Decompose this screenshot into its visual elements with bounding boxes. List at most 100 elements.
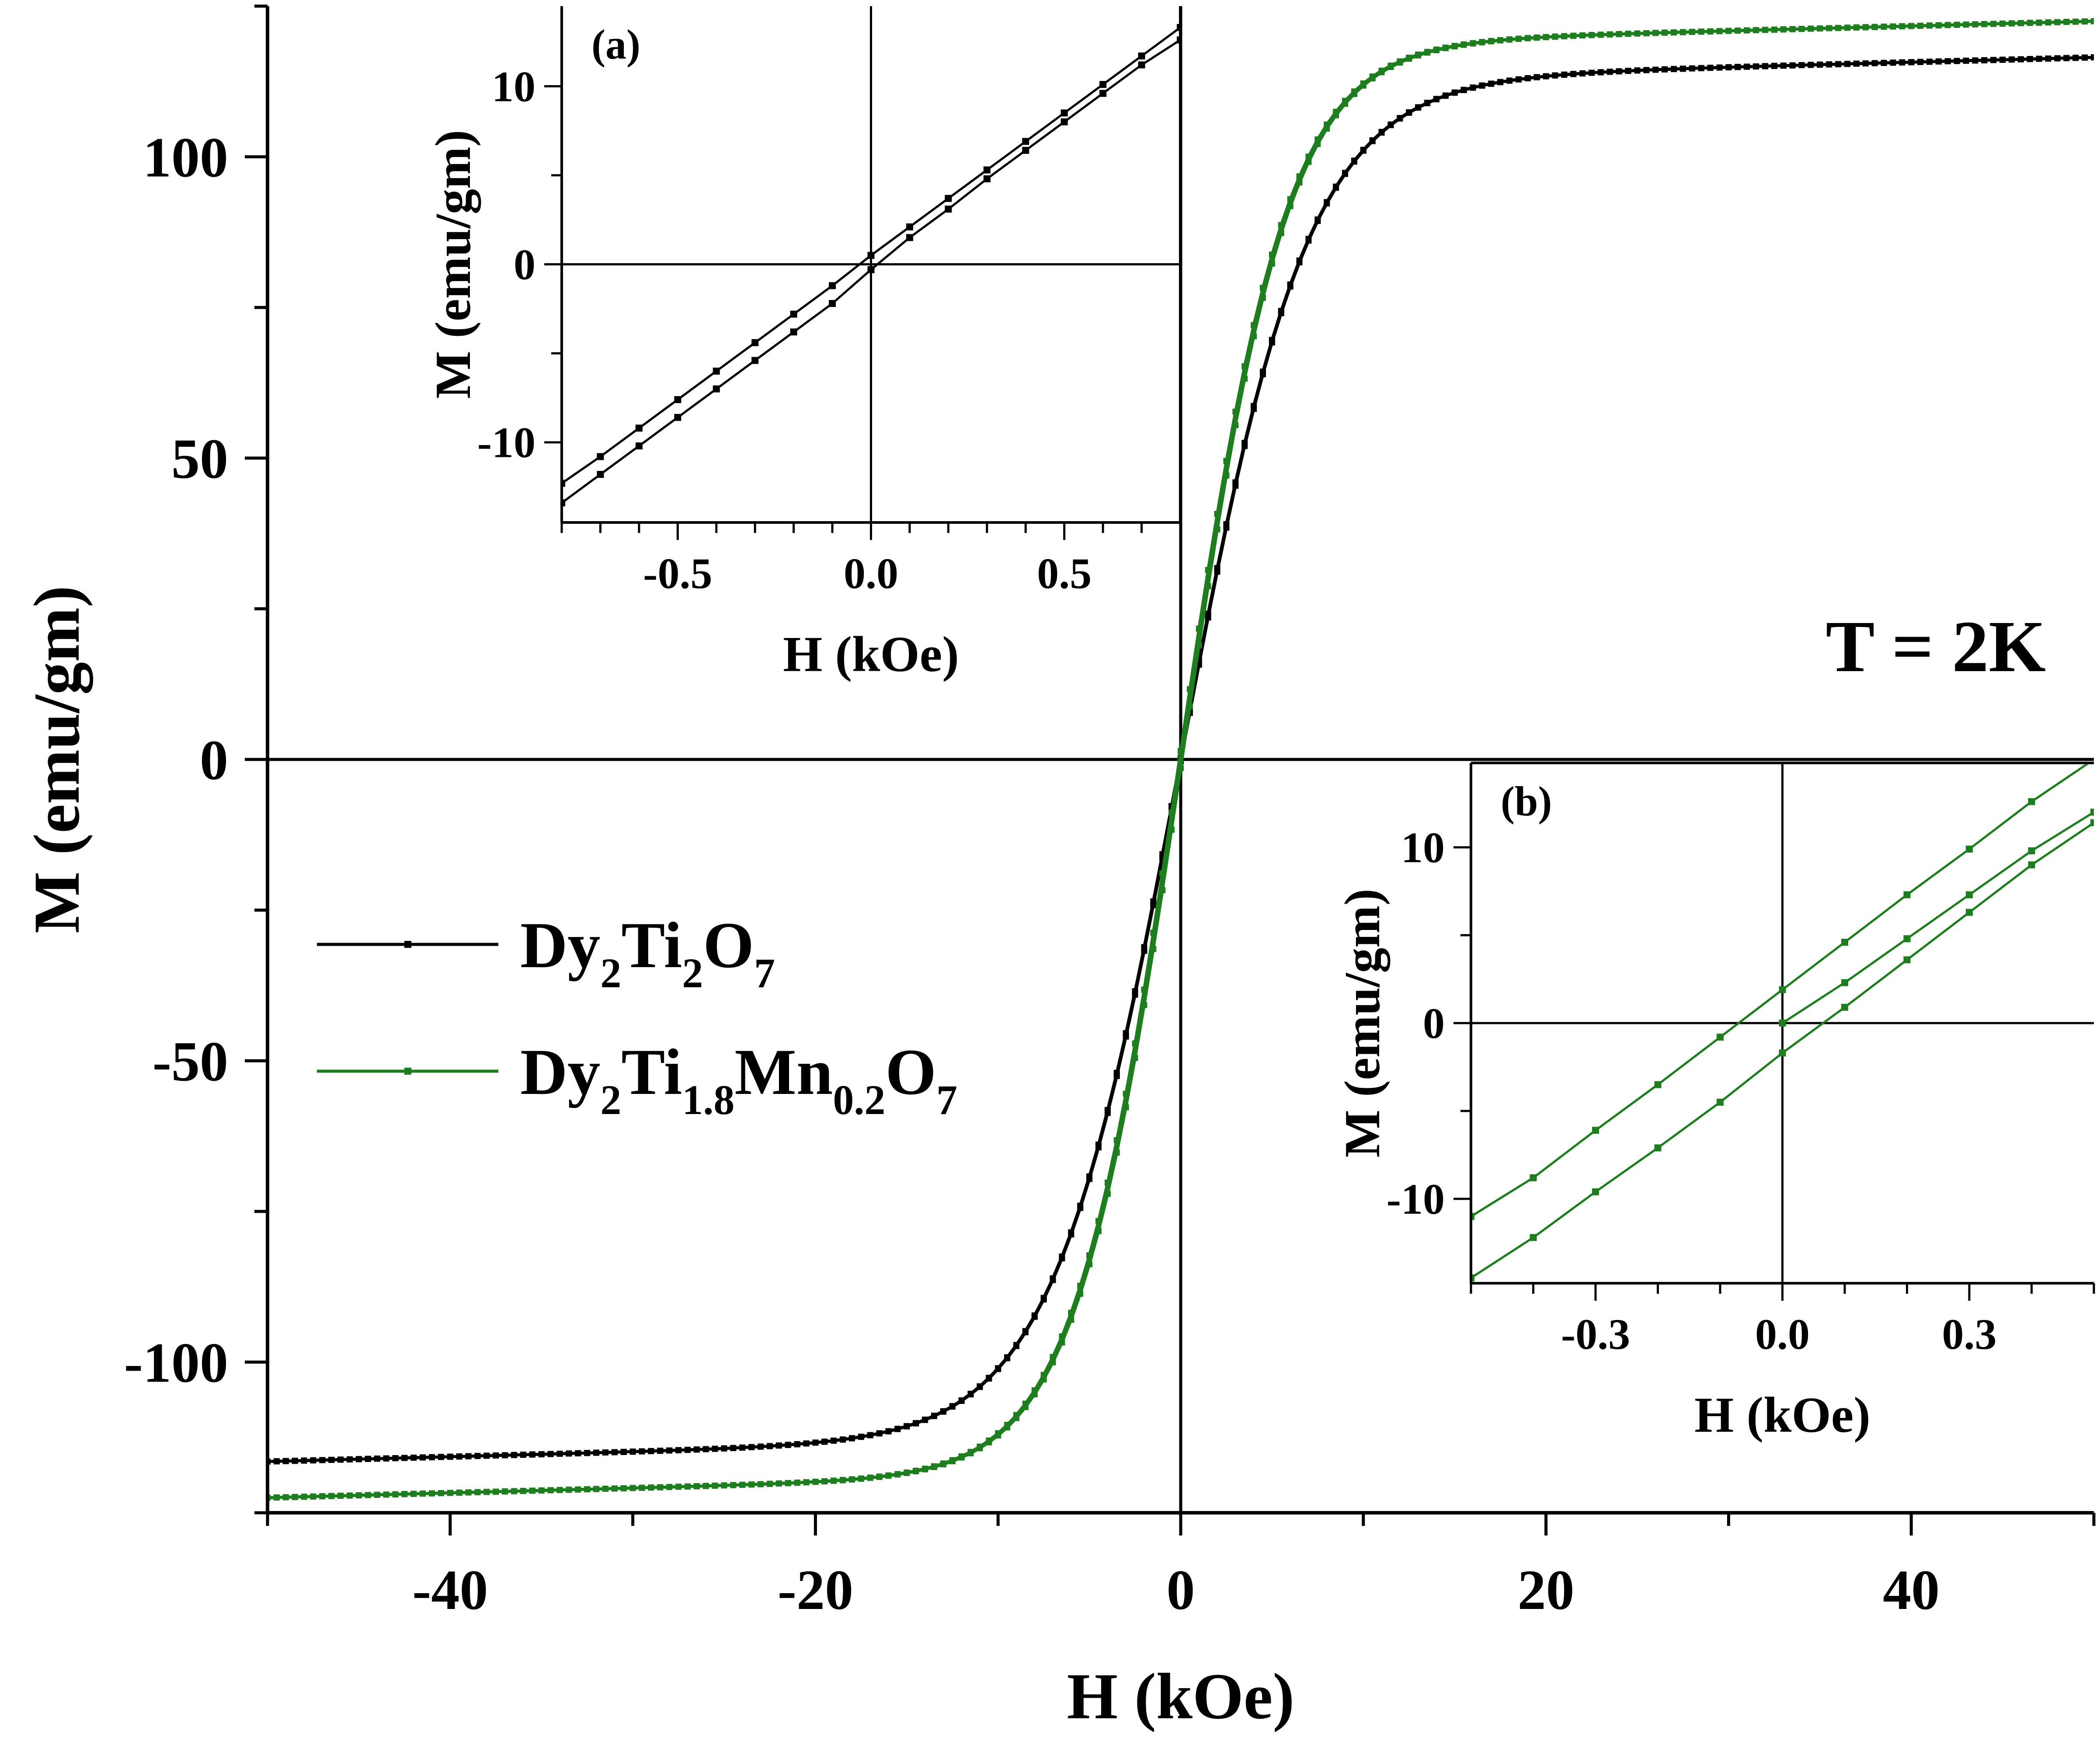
data-point-0-1-171 <box>1826 61 1832 68</box>
data-point-0-1-179 <box>1899 59 1905 66</box>
data-point-1-1-174 <box>1853 24 1860 31</box>
data-point-0-1-14 <box>392 1455 399 1462</box>
data-point-0-1-78 <box>977 1383 983 1389</box>
data-point-0-1-55 <box>766 1443 773 1449</box>
data-point-1-1-150 <box>1634 30 1641 37</box>
data-point-0-1-35 <box>584 1450 591 1456</box>
y-tick-label: -100 <box>124 1331 228 1394</box>
data-point-1-1-119 <box>1351 88 1357 95</box>
data-point-0-1-134 <box>1488 80 1495 87</box>
data-point-0-1-116 <box>1324 199 1330 205</box>
data-point-0-1-174 <box>1853 60 1860 67</box>
inset-data-point-0-6 <box>790 310 797 318</box>
data-point-1-1-55 <box>766 1480 773 1487</box>
data-point-1-1-86 <box>1050 1354 1056 1360</box>
data-point-0-1-117 <box>1333 183 1339 190</box>
data-point-0-1-46 <box>684 1447 691 1453</box>
data-point-1-1-103 <box>1205 567 1211 573</box>
legend-marker-0 <box>404 941 411 948</box>
data-point-1-1-112 <box>1287 196 1293 202</box>
inset-data-point-1-7 <box>1903 956 1911 964</box>
inset-data-point-0-1 <box>597 453 604 460</box>
inset-data-point-2-2 <box>1903 935 1911 943</box>
data-point-1-1-3 <box>292 1494 298 1500</box>
inset-data-point-1-16 <box>1177 36 1180 44</box>
data-point-0-1-141 <box>1552 72 1558 79</box>
inset-data-point-1-12 <box>1022 146 1029 154</box>
data-point-1-1-20 <box>447 1490 453 1496</box>
data-point-1-1-175 <box>1862 24 1869 31</box>
data-point-1-1-125 <box>1406 55 1412 61</box>
data-point-1-1-32 <box>556 1487 563 1493</box>
data-point-0-1-20 <box>447 1453 453 1460</box>
inset-data-point-1-4 <box>1717 1098 1724 1106</box>
data-point-0-1-126 <box>1415 104 1422 111</box>
data-point-1-1-118 <box>1342 97 1349 104</box>
data-point-1-1-31 <box>547 1487 554 1494</box>
data-point-0-1-125 <box>1406 109 1412 115</box>
data-point-1-1-184 <box>1944 22 1951 28</box>
data-point-0-1-140 <box>1543 73 1549 80</box>
data-point-1-1-105 <box>1223 458 1230 464</box>
data-point-1-1-114 <box>1305 153 1312 160</box>
data-point-0-1-77 <box>967 1390 974 1397</box>
data-point-0-1-83 <box>1022 1328 1029 1334</box>
data-point-0-1-163 <box>1753 63 1759 70</box>
inset-data-point-2-3 <box>1966 891 1973 898</box>
data-point-1-1-102 <box>1196 625 1202 632</box>
data-point-0-1-178 <box>1890 59 1896 66</box>
data-point-1-1-87 <box>1059 1333 1065 1340</box>
data-point-1-1-178 <box>1890 23 1896 30</box>
data-point-1-1-81 <box>1004 1422 1011 1428</box>
data-point-1-1-23 <box>474 1489 481 1495</box>
data-point-1-1-185 <box>1954 21 1960 28</box>
data-point-0-1-199 <box>2082 54 2088 61</box>
data-point-0-1-122 <box>1378 129 1385 135</box>
data-point-0-1-37 <box>602 1449 608 1456</box>
data-point-1-1-109 <box>1260 285 1266 291</box>
inset-data-point-1-9 <box>2028 861 2035 869</box>
data-point-1-1-167 <box>1789 26 1796 32</box>
data-point-0-1-112 <box>1287 281 1293 288</box>
data-point-1-1-171 <box>1826 25 1832 31</box>
data-point-1-1-129 <box>1442 44 1449 51</box>
inset-x-tick-label: -0.3 <box>1561 1310 1630 1358</box>
inset-data-point-1-8 <box>1966 909 1973 916</box>
data-point-1-1-54 <box>758 1481 764 1487</box>
data-point-0-1-138 <box>1524 75 1531 81</box>
inset-x-axis-label: H (kOe) <box>783 627 959 682</box>
data-point-1-1-66 <box>867 1474 873 1481</box>
data-point-0-1-43 <box>657 1448 664 1454</box>
data-point-1-1-75 <box>949 1457 956 1463</box>
data-point-0-1-195 <box>2045 55 2051 62</box>
data-point-0-1-158 <box>1707 65 1714 71</box>
data-point-1-1-182 <box>1926 22 1933 29</box>
data-point-1-1-39 <box>620 1485 627 1491</box>
data-point-1-1-63 <box>840 1477 846 1483</box>
data-point-1-1-70 <box>904 1469 910 1476</box>
data-point-0-1-115 <box>1314 216 1321 223</box>
inset-data-point-1-6 <box>1841 1003 1848 1011</box>
inset-x-tick-label: 0.0 <box>844 549 898 598</box>
inset-data-point-2-1 <box>1841 979 1848 986</box>
data-point-1-1-84 <box>1031 1387 1038 1393</box>
inset-data-point-1-6 <box>790 328 797 336</box>
data-point-1-1-128 <box>1433 46 1439 53</box>
data-point-0-1-50 <box>721 1445 727 1452</box>
data-point-1-1-176 <box>1871 24 1878 30</box>
data-point-0-1-15 <box>401 1455 408 1461</box>
inset-data-point-1-2 <box>635 442 643 449</box>
data-point-1-1-138 <box>1524 35 1531 42</box>
y-tick-label: 0 <box>200 729 228 792</box>
data-point-0-1-136 <box>1506 77 1513 84</box>
data-point-1-1-33 <box>566 1487 572 1493</box>
data-point-1-1-85 <box>1040 1372 1047 1378</box>
data-point-0-1-89 <box>1077 1202 1084 1209</box>
data-point-1-1-13 <box>383 1491 389 1498</box>
data-point-0-1-191 <box>2008 56 2015 63</box>
main-curves <box>268 18 2094 1501</box>
inset-x-tick-label: 0.0 <box>1755 1310 1810 1358</box>
x-tick-label: -20 <box>778 1559 853 1622</box>
data-point-1-1-198 <box>2072 18 2079 25</box>
data-point-1-1-195 <box>2045 19 2051 26</box>
